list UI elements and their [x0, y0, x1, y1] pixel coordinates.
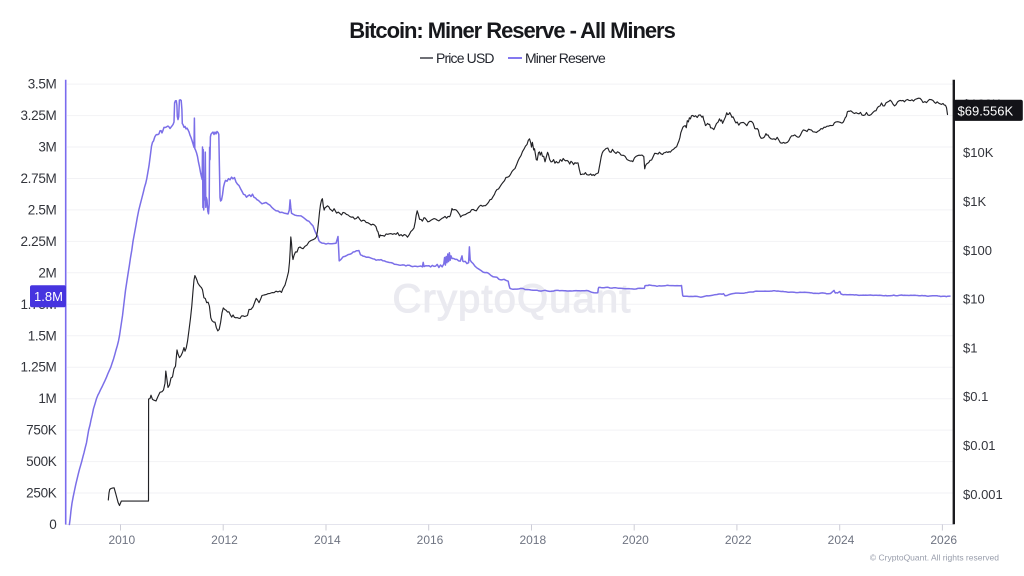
svg-text:2020: 2020 — [622, 533, 649, 547]
svg-text:1M: 1M — [38, 391, 56, 406]
svg-text:$69.556K: $69.556K — [958, 103, 1014, 118]
svg-text:2024: 2024 — [828, 533, 855, 547]
svg-text:2026: 2026 — [930, 533, 957, 547]
svg-text:$1: $1 — [963, 340, 977, 355]
svg-text:2010: 2010 — [108, 533, 135, 547]
svg-text:$100: $100 — [963, 243, 992, 258]
svg-text:2018: 2018 — [519, 533, 546, 547]
svg-text:Price USD: Price USD — [436, 50, 494, 66]
svg-text:$10K: $10K — [963, 145, 994, 160]
svg-text:Bitcoin: Miner Reserve - All M: Bitcoin: Miner Reserve - All Miners — [349, 18, 675, 43]
svg-text:$0.1: $0.1 — [963, 389, 988, 404]
svg-text:2012: 2012 — [211, 533, 238, 547]
svg-text:2.75M: 2.75M — [20, 171, 56, 186]
svg-text:Miner Reserve: Miner Reserve — [525, 50, 606, 66]
svg-text:$0.001: $0.001 — [963, 487, 1003, 502]
svg-text:$0.01: $0.01 — [963, 438, 996, 453]
svg-text:© CryptoQuant. All rights rese: © CryptoQuant. All rights reserved — [870, 553, 999, 563]
svg-text:2.5M: 2.5M — [28, 202, 57, 217]
svg-text:0: 0 — [49, 517, 56, 532]
svg-text:1.5M: 1.5M — [28, 328, 57, 343]
svg-text:$10: $10 — [963, 292, 985, 307]
svg-text:3.25M: 3.25M — [20, 108, 56, 123]
svg-text:2M: 2M — [38, 265, 56, 280]
svg-text:250K: 250K — [26, 486, 57, 501]
svg-text:2014: 2014 — [314, 533, 341, 547]
svg-text:CryptoQuant: CryptoQuant — [393, 277, 632, 321]
svg-text:2.25M: 2.25M — [20, 234, 56, 249]
svg-text:2016: 2016 — [417, 533, 444, 547]
svg-text:500K: 500K — [26, 454, 57, 469]
svg-text:1.25M: 1.25M — [20, 360, 56, 375]
svg-text:3.5M: 3.5M — [28, 77, 57, 92]
svg-text:1.8M: 1.8M — [34, 289, 63, 304]
svg-text:$1K: $1K — [963, 194, 986, 209]
svg-text:2022: 2022 — [725, 533, 752, 547]
svg-text:750K: 750K — [26, 423, 57, 438]
svg-text:3M: 3M — [38, 140, 56, 155]
